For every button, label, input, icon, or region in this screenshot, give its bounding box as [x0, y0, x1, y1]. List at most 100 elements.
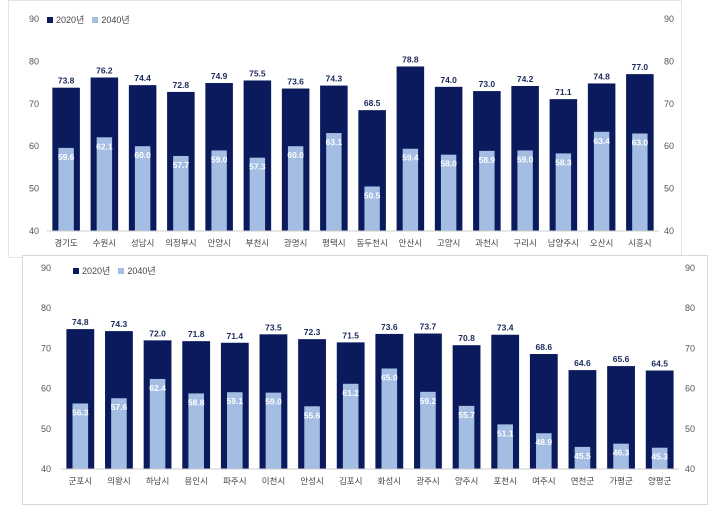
- data-label-2020: 78.8: [402, 54, 419, 64]
- data-label-2020: 73.6: [287, 77, 304, 87]
- bar-2040: [440, 154, 457, 231]
- x-tick-label: 의왕시: [107, 476, 130, 486]
- x-tick-label: 안성시: [300, 476, 323, 486]
- x-tick-label: 하남시: [146, 476, 169, 486]
- data-label-2020: 73.7: [420, 322, 437, 332]
- x-tick-label: 포천시: [493, 476, 516, 486]
- bar-2040: [342, 383, 359, 469]
- x-tick-label: 수원시: [93, 238, 116, 248]
- data-label-2040: 62.1: [96, 141, 113, 151]
- y-tick-right: 70: [664, 99, 674, 109]
- data-label-2020: 74.8: [72, 317, 89, 327]
- y-tick-left: 40: [41, 464, 51, 474]
- data-label-2040: 59.4: [402, 153, 419, 163]
- y-tick-left: 70: [41, 343, 51, 353]
- x-tick-label: 안산시: [399, 238, 422, 248]
- y-tick-left: 90: [41, 263, 51, 273]
- legend-item-2020: 2020년: [73, 264, 110, 277]
- bar-2040: [211, 150, 227, 231]
- data-label-2040: 59.2: [420, 396, 437, 406]
- data-label-2040: 45.5: [574, 451, 591, 461]
- x-tick-label: 성남시: [131, 238, 154, 248]
- legend-label: 2040년: [101, 15, 130, 25]
- data-label-2020: 72.0: [149, 328, 166, 338]
- y-tick-right: 80: [664, 56, 674, 66]
- data-label-2020: 72.3: [304, 327, 321, 337]
- x-tick-label: 의정부시: [165, 238, 196, 248]
- x-tick-label: 여주시: [532, 476, 555, 486]
- y-tick-left: 40: [29, 226, 39, 236]
- data-label-2040: 55.7: [458, 410, 475, 420]
- legend-label: 2020년: [82, 266, 111, 276]
- x-tick-label: 평택시: [322, 238, 345, 248]
- data-label-2040: 51.1: [497, 428, 514, 438]
- bar-2040: [111, 398, 127, 469]
- data-label-2020: 71.1: [555, 87, 572, 97]
- y-tick-left: 90: [29, 14, 39, 24]
- data-label-2020: 68.5: [364, 98, 381, 108]
- bar-2040: [555, 153, 572, 231]
- x-tick-label: 광명시: [284, 238, 307, 248]
- x-tick-label: 시흥시: [628, 238, 651, 248]
- y-tick-left: 80: [41, 303, 51, 313]
- y-tick-right: 80: [685, 303, 695, 313]
- data-label-2040: 62.4: [149, 383, 166, 393]
- data-label-2040: 60.0: [287, 150, 304, 160]
- x-tick-label: 남양주시: [548, 238, 579, 248]
- data-label-2040: 57.6: [111, 402, 128, 412]
- x-tick-label: 광주시: [416, 476, 439, 486]
- data-label-2040: 59.0: [517, 154, 534, 164]
- data-label-2040: 60.0: [134, 150, 151, 160]
- x-tick-label: 안양시: [207, 238, 230, 248]
- x-tick-label: 양주시: [455, 476, 478, 486]
- bar-chart-2: 40 40 50 50 60 60 70 70 80 80 90 90 74.8 56.3 군포시 74.3 5…: [41, 263, 695, 486]
- bar-2040: [188, 393, 204, 469]
- data-label-2020: 73.5: [265, 322, 282, 332]
- x-tick-label: 가평군: [609, 476, 633, 486]
- x-tick-label: 과천시: [475, 238, 498, 248]
- data-label-2040: 63.1: [326, 137, 343, 147]
- legend-item-2040: 2040년: [118, 264, 156, 277]
- y-tick-right: 90: [664, 14, 674, 24]
- data-label-2020: 73.8: [58, 76, 75, 86]
- x-tick-label: 동두천시: [356, 238, 387, 248]
- data-label-2020: 75.5: [249, 68, 266, 78]
- data-label-2020: 74.2: [517, 74, 534, 84]
- data-label-2040: 56.3: [72, 407, 89, 417]
- x-tick-label: 연천군: [571, 476, 595, 486]
- y-tick-right: 90: [685, 263, 695, 273]
- data-label-2040: 59.0: [211, 154, 228, 164]
- bar-2040: [134, 146, 151, 231]
- bar-2040: [536, 433, 552, 469]
- bar-2040: [381, 368, 398, 469]
- data-label-2020: 74.3: [326, 74, 343, 84]
- bar-2040: [149, 378, 166, 469]
- data-label-2040: 58.0: [440, 159, 457, 169]
- legend-label: 2020년: [56, 15, 85, 25]
- data-label-2020: 74.4: [134, 73, 151, 83]
- bar-2040: [574, 446, 591, 469]
- data-label-2040: 59.6: [58, 152, 75, 162]
- bar-2040: [173, 155, 189, 231]
- legend-1: 2020년 2040년: [47, 13, 130, 26]
- x-tick-label: 용인시: [184, 476, 207, 486]
- x-tick-label: 오산시: [590, 238, 613, 248]
- y-tick-right: 70: [685, 343, 695, 353]
- bar-2040: [249, 157, 266, 231]
- bar-2040: [651, 447, 668, 469]
- bar-2040: [593, 131, 610, 231]
- bar-2040: [58, 147, 74, 231]
- bar-2040: [632, 133, 648, 231]
- data-label-2020: 71.8: [188, 329, 205, 339]
- y-tick-right: 60: [685, 384, 695, 394]
- x-tick-label: 구리시: [513, 238, 536, 248]
- x-tick-label: 군포시: [69, 476, 92, 486]
- bar-2040: [420, 391, 436, 469]
- data-label-2020: 77.0: [632, 62, 649, 72]
- bar-2040: [613, 443, 629, 469]
- data-label-2040: 58.9: [479, 155, 496, 165]
- y-tick-left: 50: [41, 424, 51, 434]
- y-tick-right: 60: [664, 141, 674, 151]
- legend-label: 2040년: [127, 266, 156, 276]
- data-label-2040: 59.1: [227, 396, 244, 406]
